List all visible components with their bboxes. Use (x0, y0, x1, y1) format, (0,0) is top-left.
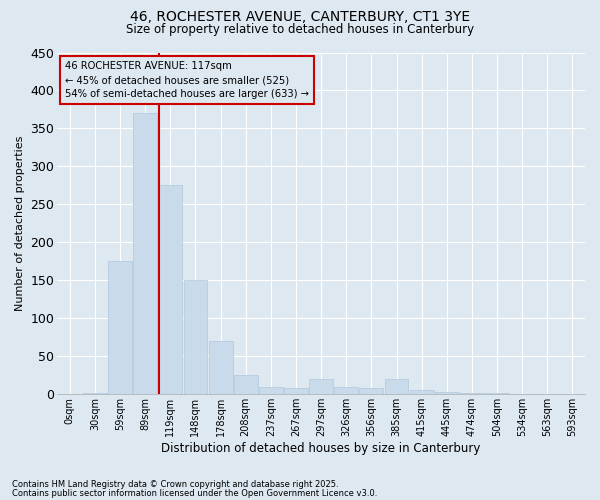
Bar (359, 388, 383, 394)
Bar (234, 376, 257, 394)
Bar (309, 379, 333, 394)
Bar (259, 386, 283, 394)
Bar (385, 379, 409, 394)
Text: 46 ROCHESTER AVENUE: 117sqm
← 45% of detached houses are smaller (525)
54% of se: 46 ROCHESTER AVENUE: 117sqm ← 45% of det… (65, 61, 309, 99)
Bar (410, 390, 434, 394)
Bar (83, 393, 107, 394)
Bar (334, 386, 358, 394)
Bar (158, 186, 182, 394)
Bar (133, 114, 157, 394)
Bar (108, 262, 132, 394)
Bar (485, 393, 509, 394)
X-axis label: Distribution of detached houses by size in Canterbury: Distribution of detached houses by size … (161, 442, 481, 455)
Text: Size of property relative to detached houses in Canterbury: Size of property relative to detached ho… (126, 22, 474, 36)
Bar (284, 388, 308, 394)
Bar (184, 280, 208, 394)
Bar (209, 341, 233, 394)
Bar (435, 392, 459, 394)
Y-axis label: Number of detached properties: Number of detached properties (15, 136, 25, 311)
Text: Contains HM Land Registry data © Crown copyright and database right 2025.: Contains HM Land Registry data © Crown c… (12, 480, 338, 489)
Text: 46, ROCHESTER AVENUE, CANTERBURY, CT1 3YE: 46, ROCHESTER AVENUE, CANTERBURY, CT1 3Y… (130, 10, 470, 24)
Bar (460, 393, 484, 394)
Text: Contains public sector information licensed under the Open Government Licence v3: Contains public sector information licen… (12, 488, 377, 498)
